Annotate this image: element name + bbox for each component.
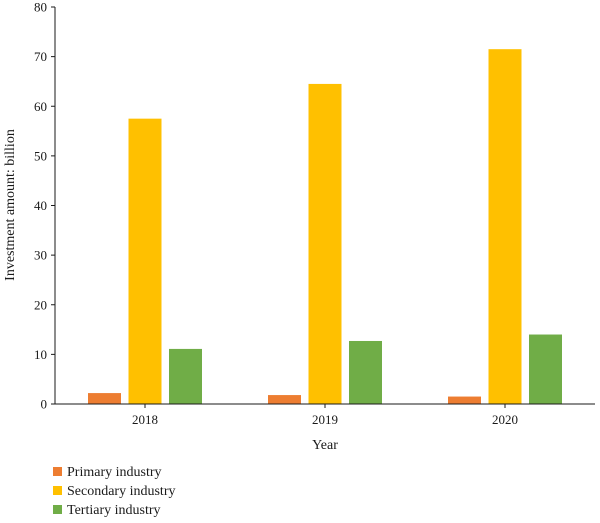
bar-tertiary-industry-2019 (349, 340, 382, 404)
bar-primary-industry-2020 (448, 396, 481, 404)
x-tick-label: 2020 (492, 412, 518, 427)
legend-swatch (53, 486, 62, 495)
bar-secondary-industry-2018 (128, 118, 162, 404)
x-tick-label: 2018 (132, 412, 158, 427)
bar-tertiary-industry-2018 (169, 348, 202, 404)
legend-item: Secondary industry (53, 484, 175, 499)
axes (51, 6, 595, 408)
bar-primary-industry-2019 (268, 395, 301, 404)
x-tick-labels: 2018 2019 2020 (132, 412, 518, 427)
legend-swatch (53, 467, 62, 476)
bar-secondary-industry-2020 (488, 49, 522, 405)
legend-label: Tertiary industry (67, 503, 161, 518)
y-axis-label: Investment amount: billion (3, 129, 18, 281)
y-tick-label: 70 (34, 49, 47, 64)
x-tick-label: 2019 (312, 412, 338, 427)
legend-item: Tertiary industry (53, 503, 161, 518)
bars (88, 49, 562, 405)
x-axis-label: Year (312, 438, 338, 453)
bar-primary-industry-2018 (88, 393, 121, 404)
legend-swatch (53, 505, 62, 514)
bar-secondary-industry-2019 (308, 83, 342, 404)
y-tick-label: 60 (34, 99, 47, 114)
legend-label: Primary industry (67, 465, 162, 480)
y-tick-label: 40 (34, 198, 47, 213)
legend-item: Primary industry (53, 465, 162, 480)
legend-label: Secondary industry (67, 484, 175, 499)
y-tick-label: 80 (34, 0, 47, 15)
y-tick-label: 10 (34, 347, 47, 362)
y-tick-label: 0 (41, 397, 48, 412)
y-tick-label: 50 (34, 148, 47, 163)
legend: Primary industry Secondary industry Tertia… (53, 465, 175, 518)
y-tick-labels: 0 10 20 30 40 50 60 70 80 (34, 0, 47, 412)
bar-tertiary-industry-2020 (529, 334, 562, 404)
y-tick-label: 20 (34, 297, 47, 312)
y-tick-label: 30 (34, 248, 47, 263)
